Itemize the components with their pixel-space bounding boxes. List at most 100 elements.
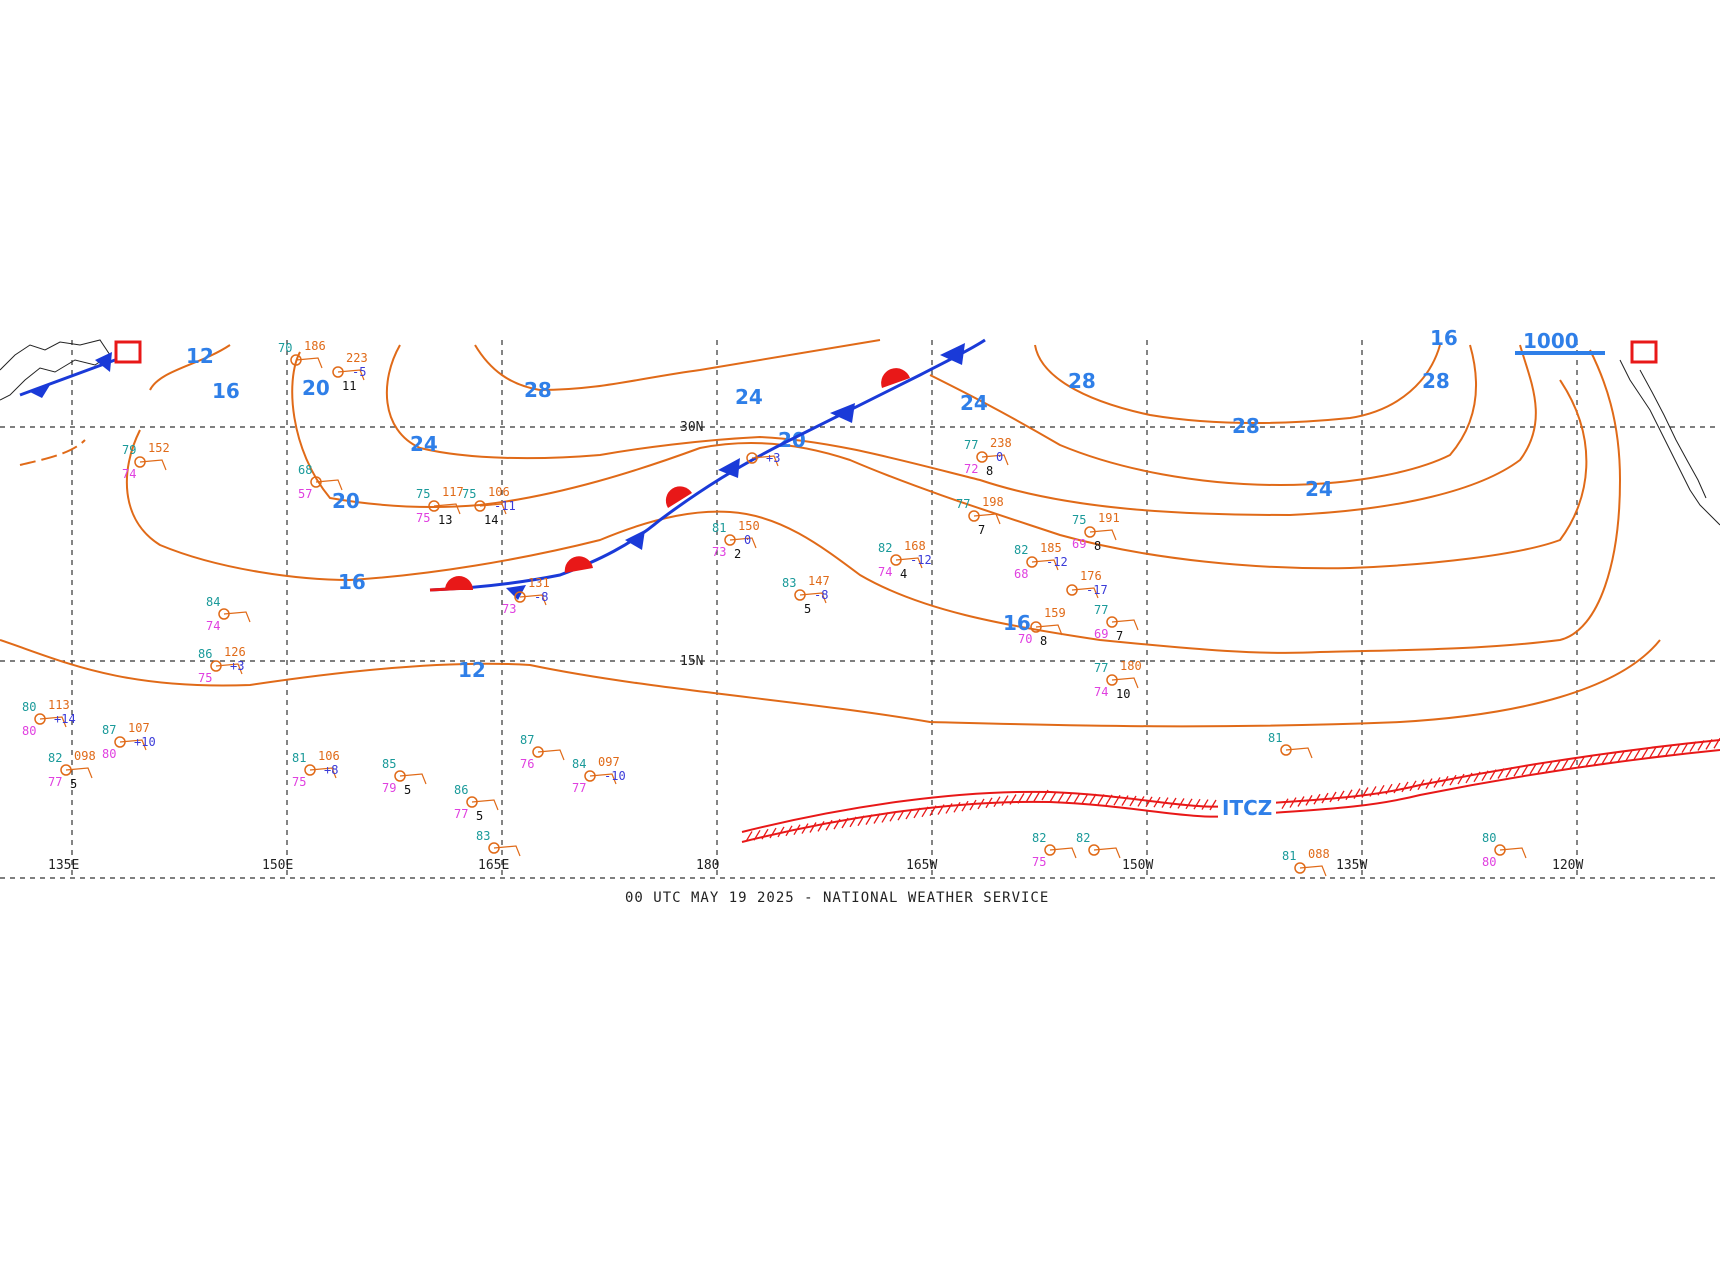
isobar-1016-a — [125, 349, 1622, 654]
itcz-hatch-line — [1153, 796, 1161, 808]
station-dewpoint: 74 — [878, 565, 892, 579]
isobar-label: 24 — [410, 432, 438, 456]
graticule — [0, 340, 1720, 879]
warm-front-bump — [564, 556, 593, 573]
itcz-hatch-line — [929, 805, 937, 817]
cold-front-barb — [95, 352, 112, 372]
itcz-hatch-line — [1001, 795, 1009, 806]
station-temp: 81 — [1268, 731, 1282, 745]
station-visibility: 5 — [70, 777, 77, 791]
itcz-hatch-line — [1425, 778, 1433, 789]
station-pressure: 176 — [1080, 569, 1102, 583]
station-dewpoint: 77 — [48, 775, 62, 789]
low-center-icon — [1630, 340, 1658, 364]
station-visibility: 8 — [1094, 539, 1101, 553]
warm-front-bump — [881, 368, 910, 388]
itcz-hatch-line — [1705, 739, 1713, 750]
itcz-hatch-line — [1673, 743, 1681, 755]
itcz-hatch-line — [1209, 799, 1217, 811]
itcz-hatch-line — [1353, 788, 1361, 799]
station-temp: 84 — [206, 595, 220, 609]
itcz-hatch-line — [1289, 797, 1297, 808]
itcz-hatch-line — [761, 828, 769, 840]
itcz-hatch-line — [857, 815, 865, 827]
itcz: ITCZ — [741, 737, 1720, 843]
station-plot: 86 77 5 — [454, 783, 499, 823]
itcz-hatch-line — [977, 798, 985, 810]
itcz-hatch-line — [1513, 765, 1521, 777]
station-temp: 80 — [22, 700, 36, 714]
station-plot: 81 088 — [1282, 847, 1330, 877]
itcz-hatch-line — [849, 816, 857, 828]
station-tendency: +8 — [324, 763, 338, 777]
station-visibility: 10 — [1116, 687, 1130, 701]
itcz-hatch-line — [1601, 753, 1609, 765]
isobar-label: 24 — [1305, 477, 1333, 501]
itcz-hatch-line — [1089, 793, 1097, 805]
wind-barb-icon — [433, 503, 461, 515]
itcz-hatch-line — [1657, 745, 1665, 757]
station-temp: 77 — [1094, 603, 1108, 617]
station-visibility: 7 — [978, 523, 985, 537]
itcz-hatch-line — [1305, 795, 1313, 806]
itcz-hatch-line — [1121, 795, 1129, 806]
itcz-hatch-line — [945, 803, 953, 814]
station-plot: 159 70 8 — [1018, 606, 1066, 648]
itcz-hatch-line — [825, 819, 833, 831]
station-tendency: -5 — [352, 365, 366, 379]
itcz-hatch-line — [1113, 794, 1121, 806]
station-dewpoint: 80 — [1482, 855, 1496, 869]
itcz-hatch-line — [1505, 767, 1513, 778]
itcz-hatch-line — [1521, 764, 1529, 776]
station-plot: 84 74 — [206, 595, 251, 633]
itcz-hatch-line — [1297, 796, 1305, 807]
station-dewpoint: 68 — [1014, 567, 1028, 581]
wind-barb-icon — [65, 767, 93, 779]
station-temp: 86 — [198, 647, 212, 661]
station-pressure: 191 — [1098, 511, 1120, 525]
itcz-hatch-line — [913, 807, 921, 819]
wind-barb-icon — [1031, 559, 1059, 571]
itcz-hatch-line — [801, 823, 809, 834]
station-dewpoint: 73 — [712, 545, 726, 559]
station-dewpoint: 72 — [964, 462, 978, 476]
station-dewpoint: 77 — [572, 781, 586, 795]
isobar-label: 12 — [458, 658, 486, 682]
itcz-hatch-line — [961, 800, 969, 812]
station-pressure: 159 — [1044, 606, 1066, 620]
lat-label: 15N — [680, 654, 703, 669]
itcz-hatch-line — [777, 826, 785, 838]
station-plot: 75 117 75 13 — [416, 485, 464, 527]
station-pressure: 150 — [738, 519, 760, 533]
itcz-hatch-line — [1329, 791, 1337, 803]
wind-barb-icon — [295, 357, 323, 369]
wind-barb-icon — [895, 557, 923, 569]
station-pressure: 113 — [48, 698, 70, 712]
itcz-hatch-line — [1441, 775, 1449, 787]
station-plot: 82 — [1076, 831, 1121, 859]
station-pressure: 198 — [982, 495, 1004, 509]
wind-barb-icon — [751, 455, 779, 467]
lon-label: 135E — [48, 858, 79, 873]
station-temp: 70 — [278, 341, 292, 355]
itcz-hatch-line — [1561, 759, 1569, 770]
wind-barb-icon — [1089, 529, 1117, 541]
station-temp: 75 — [1072, 513, 1086, 527]
station-pressure: 238 — [990, 436, 1012, 450]
itcz-hatch-line — [1177, 798, 1185, 809]
station-visibility: 7 — [1116, 629, 1123, 643]
station-plot: 70 186 — [278, 339, 326, 369]
station-temp: 80 — [1482, 831, 1496, 845]
wind-barb-icon — [519, 594, 547, 606]
station-pressure: 107 — [128, 721, 150, 735]
baja-coast — [1639, 369, 1707, 499]
station-pressure: 180 — [1120, 659, 1142, 673]
itcz-hatch-line — [1145, 796, 1153, 808]
itcz-hatch-line — [1161, 797, 1169, 808]
wind-barb-icon — [729, 537, 757, 549]
lat-label: 30N — [680, 420, 703, 435]
itcz-hatch-line — [1041, 789, 1049, 801]
isobar-1016-b — [149, 344, 231, 391]
wind-barb-icon — [1499, 847, 1527, 859]
isobar-1028-a — [474, 339, 881, 392]
